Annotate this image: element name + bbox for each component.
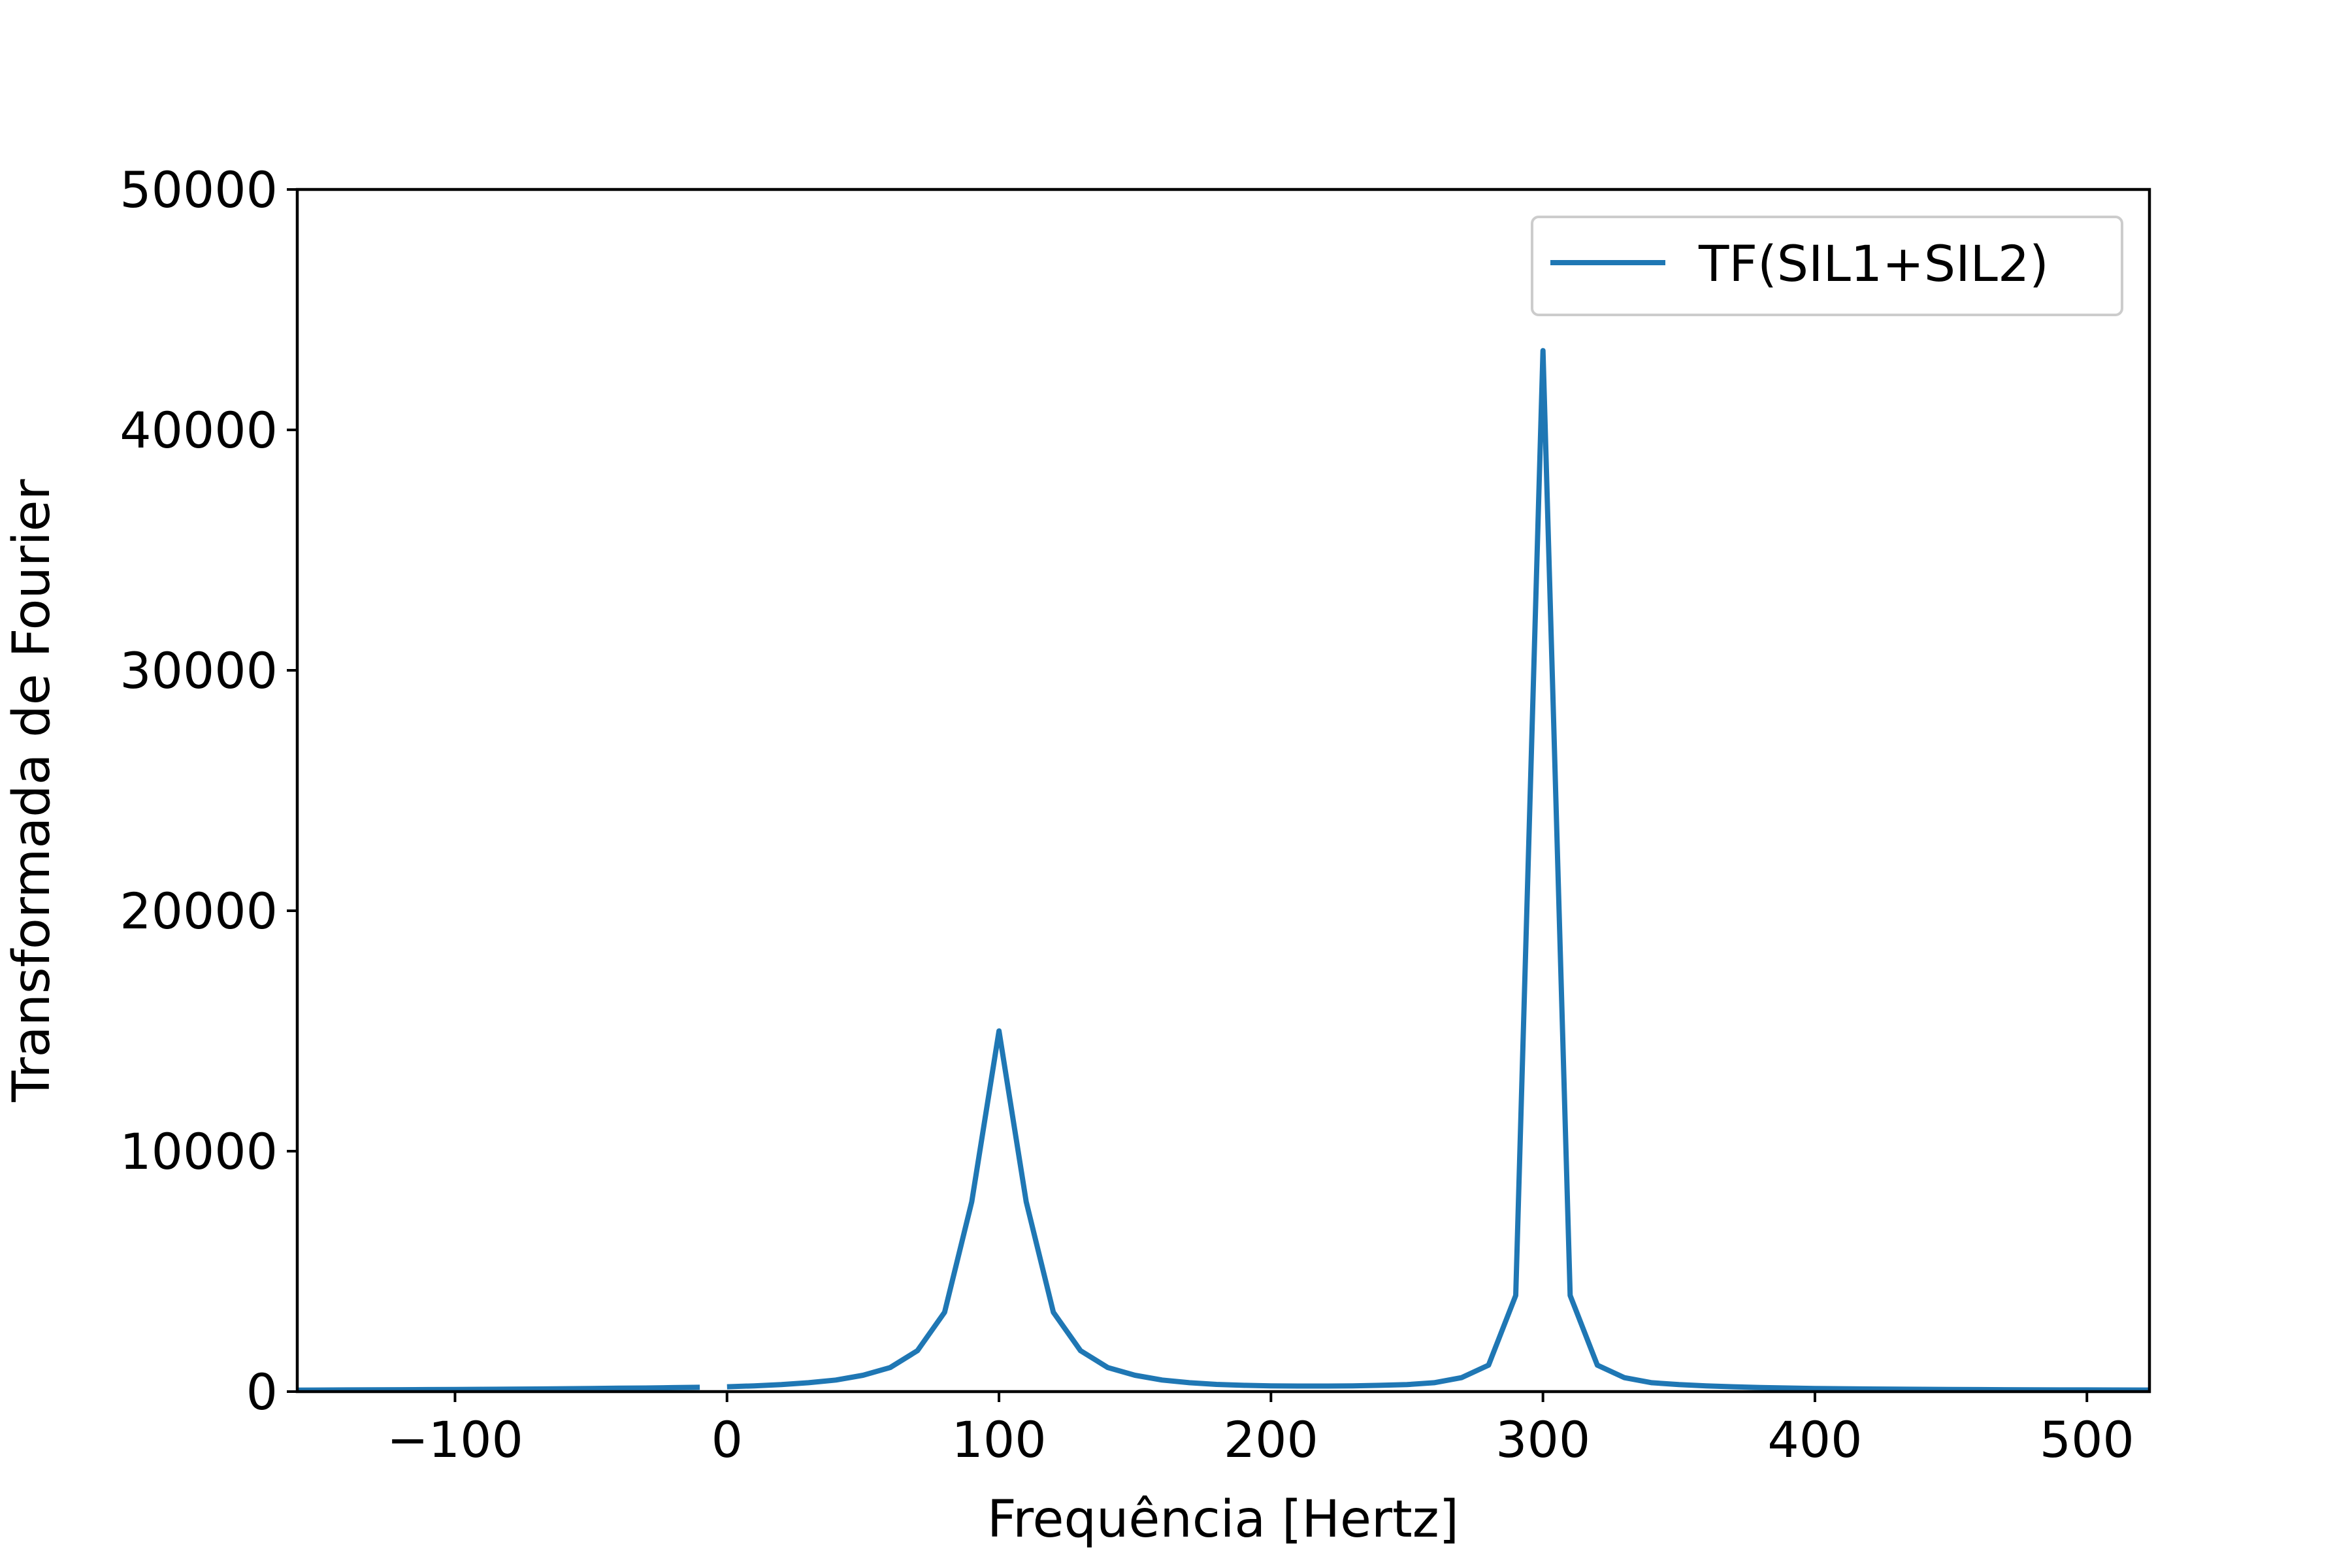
series-line-segment-1 [297, 1384, 700, 1392]
x-tick-label: 500 [2040, 1411, 2134, 1469]
x-tick-label: −100 [387, 1411, 523, 1469]
y-tick-label: 10000 [120, 1122, 278, 1181]
legend: TF(SIL1+SIL2) [1531, 216, 2123, 316]
y-tick-label: 20000 [120, 882, 278, 940]
x-tick-label: 400 [1767, 1411, 1862, 1469]
y-axis-label: Transformada de Fourier [3, 478, 61, 1102]
y-tick-label: 50000 [120, 161, 278, 219]
y-axis-ticks: 0 10000 20000 30000 40000 50000 [120, 161, 297, 1421]
x-tick-label: 0 [711, 1411, 743, 1469]
series-line-segment-2 [727, 348, 2149, 1392]
series-lines [297, 348, 2149, 1392]
y-tick-label: 40000 [120, 401, 278, 459]
plot-frame [295, 188, 2151, 1394]
x-axis-ticks: −100 0 100 200 300 400 500 [387, 1392, 2134, 1469]
legend-box [1531, 216, 2123, 316]
y-tick-label: 30000 [120, 642, 278, 700]
x-tick-label: 200 [1224, 1411, 1318, 1469]
legend-label: TF(SIL1+SIL2) [1698, 235, 2049, 293]
y-tick-label: 0 [246, 1363, 278, 1421]
x-tick-label: 100 [952, 1411, 1047, 1469]
x-tick-label: 300 [1495, 1411, 1590, 1469]
x-axis-label: Frequência [Hertz] [987, 1490, 1459, 1549]
